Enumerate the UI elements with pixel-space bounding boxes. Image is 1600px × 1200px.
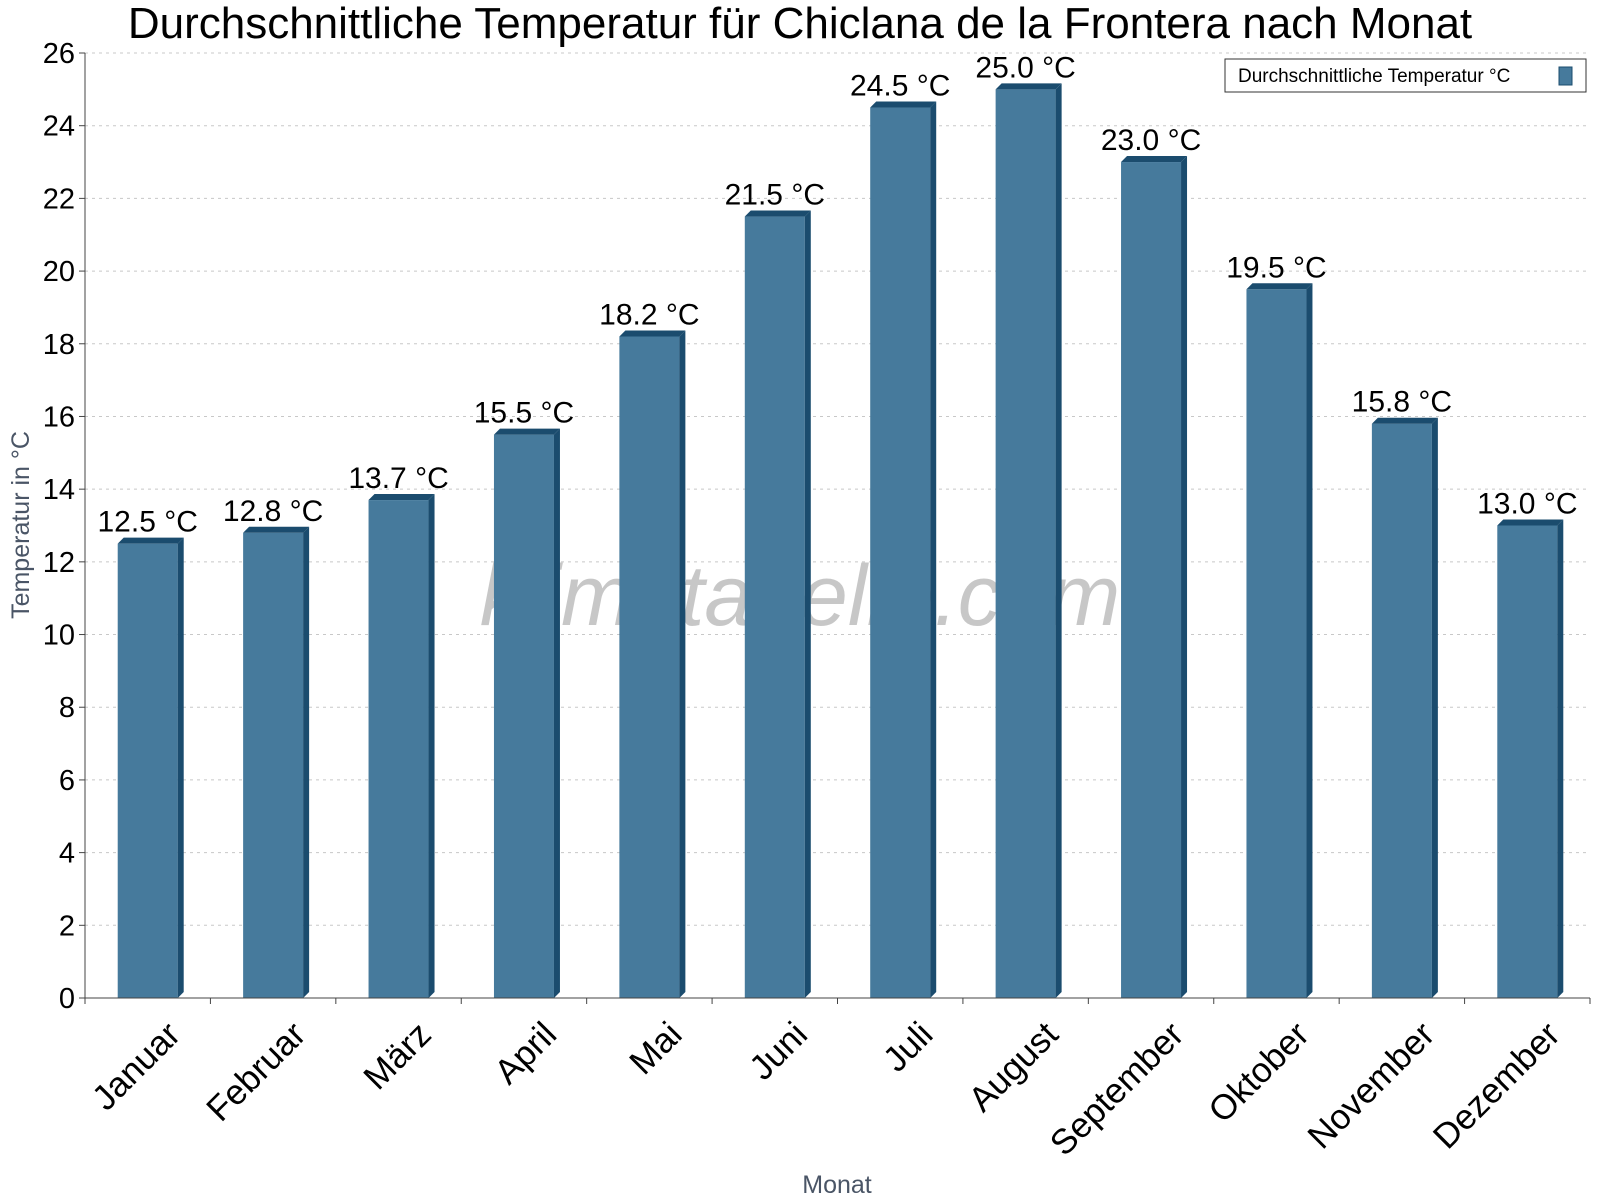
- bar: [243, 532, 304, 998]
- bar: [1246, 289, 1307, 998]
- data-label: 25.0 °C: [975, 51, 1075, 84]
- bar: [1121, 162, 1182, 999]
- y-tick-label: 0: [59, 983, 75, 1015]
- x-tick-label: Mai: [622, 1015, 689, 1082]
- data-label: 13.0 °C: [1477, 488, 1577, 521]
- bar-side-face: [1431, 417, 1438, 998]
- x-tick-label: September: [1043, 1014, 1192, 1163]
- y-tick-label: 10: [43, 620, 75, 652]
- data-label: 15.5 °C: [474, 397, 574, 430]
- bar-top-face: [995, 83, 1062, 90]
- chart-title: Durchschnittliche Temperatur für Chiclan…: [128, 0, 1472, 48]
- bar-side-face: [930, 101, 937, 999]
- data-label: 24.5 °C: [850, 70, 950, 103]
- x-axis-title: Monat: [802, 1171, 872, 1199]
- x-tick-label: Dezember: [1426, 1014, 1568, 1156]
- bar-top-face: [1497, 519, 1564, 526]
- bar-side-face: [428, 494, 435, 998]
- y-tick-label: 24: [43, 111, 75, 143]
- data-label: 18.2 °C: [599, 299, 699, 332]
- bar-top-face: [619, 330, 686, 337]
- bar: [995, 89, 1056, 999]
- legend-box: [1224, 58, 1587, 93]
- bar: [368, 500, 429, 998]
- bar-top-face: [744, 210, 811, 217]
- bar-top-face: [1371, 417, 1438, 424]
- bar: [117, 543, 178, 998]
- y-tick-label: 12: [43, 547, 75, 579]
- y-tick-label: 16: [43, 401, 75, 433]
- x-tick-label: Januar: [85, 1014, 188, 1117]
- y-tick-label: 26: [43, 38, 75, 70]
- bar: [493, 434, 554, 998]
- bar-side-face: [177, 537, 184, 998]
- bar-side-face: [1306, 283, 1313, 998]
- x-tick-label: Juli: [876, 1015, 941, 1080]
- y-tick-label: 6: [59, 765, 75, 797]
- y-tick-label: 18: [43, 329, 75, 361]
- data-label: 12.5 °C: [98, 506, 198, 539]
- x-tick-label: Oktober: [1201, 1014, 1317, 1130]
- data-label: 12.8 °C: [223, 495, 323, 528]
- x-tick-label: August: [961, 1014, 1066, 1119]
- bar-side-face: [303, 526, 310, 998]
- y-tick-label: 14: [43, 474, 75, 506]
- bar-side-face: [679, 330, 686, 998]
- bar-top-face: [1246, 283, 1313, 290]
- bar-side-face: [804, 210, 811, 999]
- bar-top-face: [1121, 156, 1188, 163]
- bar-side-face: [553, 428, 560, 998]
- bar: [619, 336, 680, 998]
- bars-layer: [117, 83, 1564, 999]
- y-tick-label: 4: [59, 838, 75, 870]
- bar-top-face: [117, 537, 184, 544]
- bar-top-face: [870, 101, 937, 108]
- bar: [744, 216, 805, 999]
- data-label: 15.8 °C: [1352, 386, 1452, 419]
- axes-layer: [79, 52, 1591, 1004]
- bar-top-face: [493, 428, 560, 435]
- data-label: 23.0 °C: [1101, 124, 1201, 157]
- bar-side-face: [1557, 519, 1564, 998]
- bar: [1371, 423, 1432, 998]
- legend-label: Durchschnittliche Temperatur °C: [1238, 66, 1510, 87]
- y-tick-label: 2: [59, 910, 75, 942]
- bar-top-face: [243, 526, 310, 533]
- y-axis-title: Temperatur in °C: [7, 431, 35, 619]
- bar: [870, 107, 931, 999]
- bar-side-face: [1055, 83, 1062, 999]
- bar-top-face: [368, 494, 435, 501]
- x-tick-label: Juni: [742, 1015, 815, 1088]
- y-tick-label: 8: [59, 692, 75, 724]
- y-tick-label: 22: [43, 183, 75, 215]
- y-tick-label: 20: [43, 256, 75, 288]
- x-tick-label: April: [487, 1015, 564, 1092]
- data-label: 21.5 °C: [725, 179, 825, 212]
- legend: Durchschnittliche Temperatur °C: [1224, 58, 1587, 93]
- data-label: 19.5 °C: [1226, 251, 1326, 284]
- x-tick-label: November: [1300, 1014, 1442, 1156]
- legend-swatch: [1558, 66, 1573, 86]
- bar-side-face: [1181, 156, 1188, 999]
- data-label: 13.7 °C: [348, 462, 448, 495]
- x-tick-label: Februar: [199, 1014, 313, 1128]
- x-tick-label: März: [356, 1015, 439, 1098]
- grid-layer: [85, 52, 1590, 926]
- bar: [1497, 525, 1558, 998]
